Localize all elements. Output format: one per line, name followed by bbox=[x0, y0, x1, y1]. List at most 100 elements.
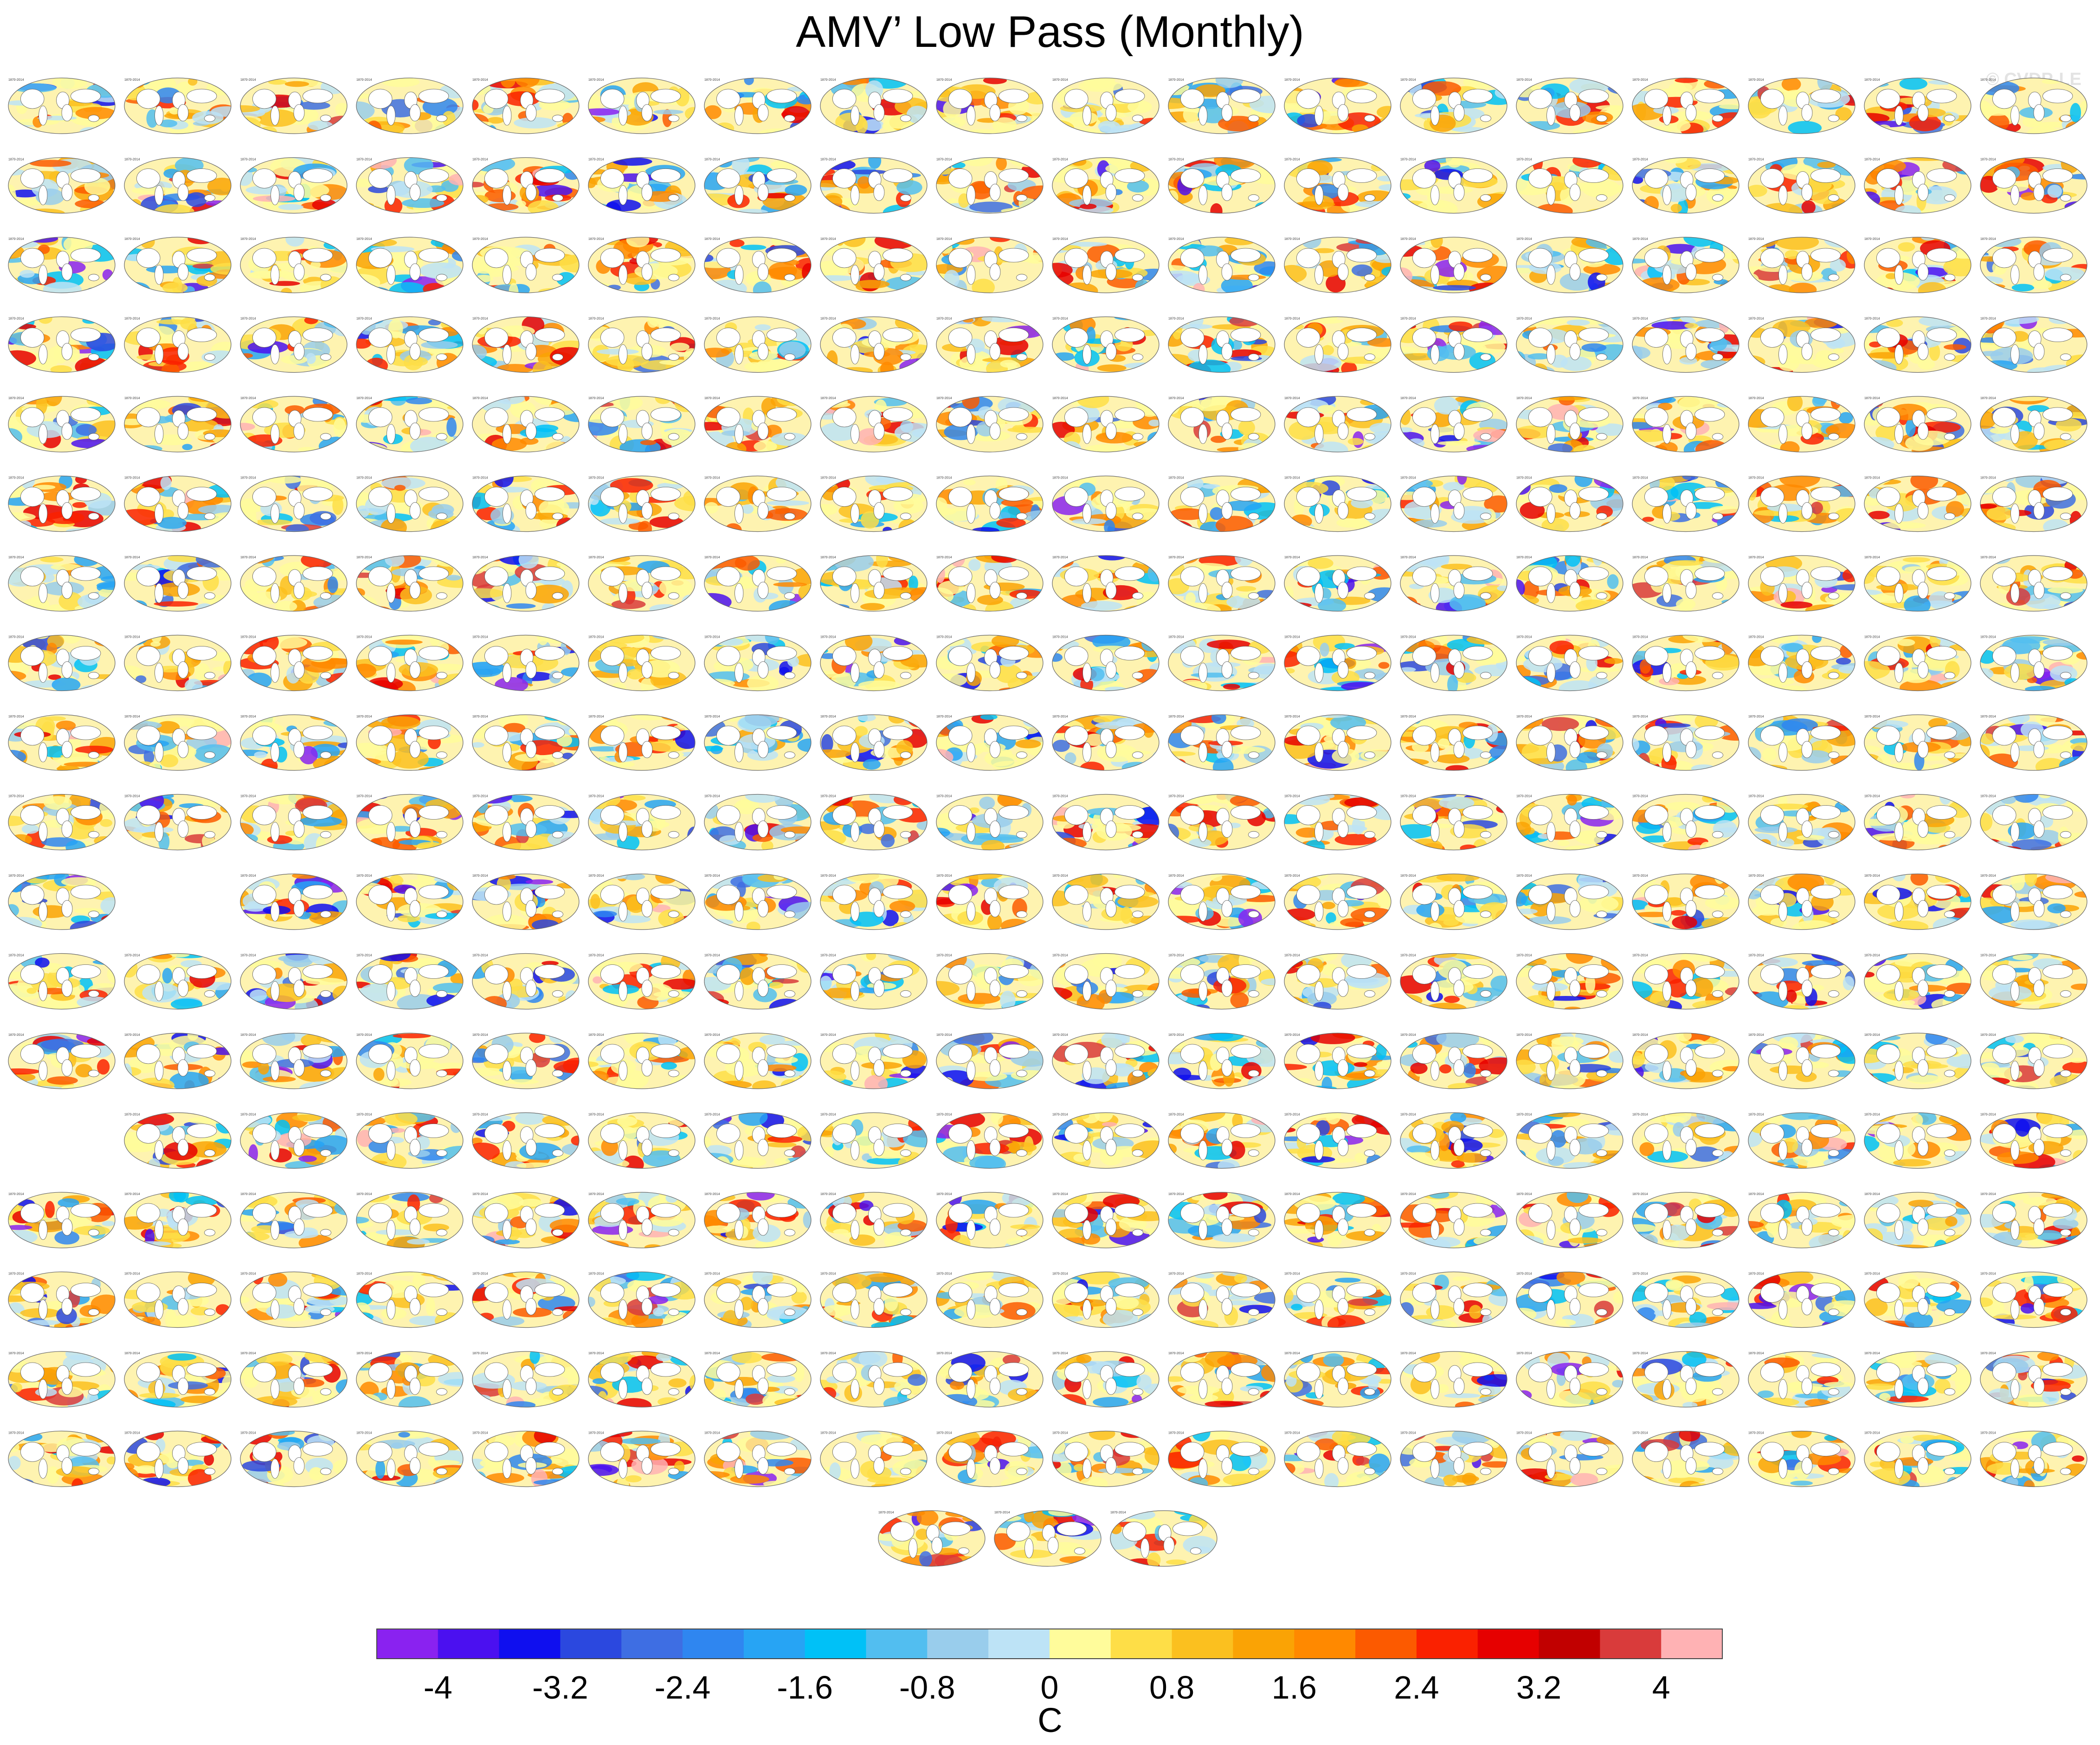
panel-period-label: 1870-2014 bbox=[1632, 158, 1648, 162]
panel-period-label: 1870-2014 bbox=[124, 78, 140, 82]
map-panel: 1870-2014 bbox=[8, 316, 116, 373]
panel-period-label: 1870-2014 bbox=[936, 317, 952, 321]
map-panel: 1870-2014 bbox=[240, 794, 348, 851]
panel-period-label: 1870-2014 bbox=[588, 477, 604, 480]
panel-period-label: 1870-2014 bbox=[240, 556, 256, 559]
panel-period-label: 1870-2014 bbox=[704, 238, 720, 241]
panel-period-label: 1870-2014 bbox=[936, 238, 952, 241]
panel-period-label: 1870-2014 bbox=[356, 715, 372, 718]
panel-period-label: 1870-2014 bbox=[1632, 795, 1648, 798]
panel-period-label: 1870-2014 bbox=[1168, 397, 1184, 400]
map-panel: 1870-2014 bbox=[820, 714, 928, 771]
colorbar-bin bbox=[560, 1629, 622, 1659]
panel-period-label: 1870-2014 bbox=[1748, 317, 1764, 321]
panel-period-label: 1870-2014 bbox=[1400, 874, 1416, 878]
colorbar-bin bbox=[1661, 1629, 1723, 1659]
map-panel: 1870-2014 bbox=[1516, 475, 1623, 532]
panel-period-label: 1870-2014 bbox=[1284, 397, 1300, 400]
panel-period-label: 1870-2014 bbox=[1632, 556, 1648, 559]
colorbar-bin bbox=[1050, 1629, 1111, 1659]
panel-period-label: 1870-2014 bbox=[356, 317, 372, 321]
map-panel: 1870-2014 bbox=[936, 794, 1044, 851]
panel-period-label: 1870-2014 bbox=[1980, 238, 1996, 241]
map-panel: 1870-2014 bbox=[1748, 873, 1855, 930]
panel-period-label: 1870-2014 bbox=[588, 317, 604, 321]
panel-period-label: 1870-2014 bbox=[1864, 477, 1880, 480]
panel-period-label: 1870-2014 bbox=[1168, 238, 1184, 241]
panel-period-label: 1870-2014 bbox=[240, 715, 256, 718]
panel-period-label: 1870-2014 bbox=[1748, 477, 1764, 480]
map-panel: 1870-2014 bbox=[240, 475, 348, 532]
panel-period-label: 1870-2014 bbox=[8, 397, 24, 400]
panel-period-label: 1870-2014 bbox=[1400, 636, 1416, 639]
map-panel: 1870-2014 bbox=[1516, 555, 1623, 612]
panel-period-label: 1870-2014 bbox=[1516, 238, 1532, 241]
map-panel: 1870-2014 bbox=[1168, 396, 1275, 452]
map-panel: 1870-2014 bbox=[1284, 873, 1391, 930]
map-panel: 1870-2014 bbox=[1748, 396, 1855, 452]
panel-period-label: 1870-2014 bbox=[588, 158, 604, 162]
map-panel: 1870-2014 bbox=[1052, 634, 1160, 692]
colorbar-bin bbox=[377, 1629, 438, 1659]
colorbar-tick-label: 4 bbox=[1652, 1669, 1670, 1706]
panel-period-label: 1870-2014 bbox=[1516, 715, 1532, 718]
map-panel: 1870-2014 bbox=[124, 794, 232, 851]
panel-period-label: 1870-2014 bbox=[1516, 317, 1532, 321]
panel-period-label: 1870-2014 bbox=[704, 556, 720, 559]
panel-period-label: 1870-2014 bbox=[704, 317, 720, 321]
panel-period-label: 1870-2014 bbox=[1864, 715, 1880, 718]
panel-period-label: 1870-2014 bbox=[588, 78, 604, 82]
map-panel: 1870-2014 bbox=[1632, 555, 1739, 612]
panel-period-label: 1870-2014 bbox=[936, 636, 952, 639]
panel-period-label: 1870-2014 bbox=[1864, 636, 1880, 639]
map-panel: 1870-2014 bbox=[1516, 396, 1623, 452]
panel-period-label: 1870-2014 bbox=[1516, 556, 1532, 559]
map-panel: 1870-2014 bbox=[1748, 237, 1855, 293]
map-panel: 1870-2014 bbox=[704, 157, 812, 214]
panel-period-label: 1870-2014 bbox=[124, 238, 140, 241]
panel-period-label: 1870-2014 bbox=[472, 556, 488, 559]
colorbar-bin bbox=[683, 1629, 744, 1659]
panel-period-label: 1870-2014 bbox=[124, 636, 140, 639]
map-panel: 1870-2014 bbox=[936, 475, 1044, 532]
map-panel: 1870-2014 bbox=[1632, 78, 1739, 134]
map-panel: 1870-2014 bbox=[240, 316, 348, 373]
panel-period-label: 1870-2014 bbox=[1748, 397, 1764, 400]
map-panel: 1870-2014 bbox=[1864, 634, 1971, 692]
map-panel: 1870-2014 bbox=[124, 237, 232, 293]
panel-period-label: 1870-2014 bbox=[8, 556, 24, 559]
panel-period-label: 1870-2014 bbox=[240, 795, 256, 798]
map-panel: 1870-2014 bbox=[1632, 237, 1739, 293]
panel-period-label: 1870-2014 bbox=[1632, 636, 1648, 639]
panel-period-label: 1870-2014 bbox=[704, 636, 720, 639]
panel-period-label: 1870-2014 bbox=[1748, 715, 1764, 718]
panel-period-label: 1870-2014 bbox=[1052, 874, 1068, 878]
panel-period-label: 1870-2014 bbox=[1168, 715, 1184, 718]
panel-period-label: 1870-2014 bbox=[1748, 556, 1764, 559]
panel-period-label: 1870-2014 bbox=[1052, 715, 1068, 718]
map-panel: 1870-2014 bbox=[1284, 714, 1391, 771]
colorbar-bin bbox=[988, 1629, 1050, 1659]
panel-period-label: 1870-2014 bbox=[1168, 874, 1184, 878]
panel-period-label: 1870-2014 bbox=[1516, 158, 1532, 162]
panel-period-label: 1870-2014 bbox=[1864, 238, 1880, 241]
map-panel: 1870-2014 bbox=[1980, 78, 2087, 134]
colorbar-bin bbox=[499, 1629, 560, 1659]
map-panel: 1870-2014 bbox=[124, 157, 232, 214]
map-panel: 1870-2014 bbox=[936, 396, 1044, 452]
colorbar-tick-label: 2.4 bbox=[1394, 1669, 1439, 1706]
panel-period-label: 1870-2014 bbox=[472, 715, 488, 718]
colorbar-tick-label: 0.8 bbox=[1149, 1669, 1194, 1706]
panel-period-label: 1870-2014 bbox=[820, 874, 836, 878]
panel-period-label: 1870-2014 bbox=[472, 158, 488, 162]
map-panel: 1870-2014 bbox=[1168, 78, 1275, 134]
panel-period-label: 1870-2014 bbox=[936, 158, 952, 162]
panel-period-label: 1870-2014 bbox=[1516, 636, 1532, 639]
panel-period-label: 1870-2014 bbox=[8, 715, 24, 718]
map-panel: 1870-2014 bbox=[1284, 157, 1391, 214]
panel-period-label: 1870-2014 bbox=[588, 238, 604, 241]
panel-period-label: 1870-2014 bbox=[356, 158, 372, 162]
panel-period-label: 1870-2014 bbox=[1168, 477, 1184, 480]
panel-period-label: 1870-2014 bbox=[588, 715, 604, 718]
